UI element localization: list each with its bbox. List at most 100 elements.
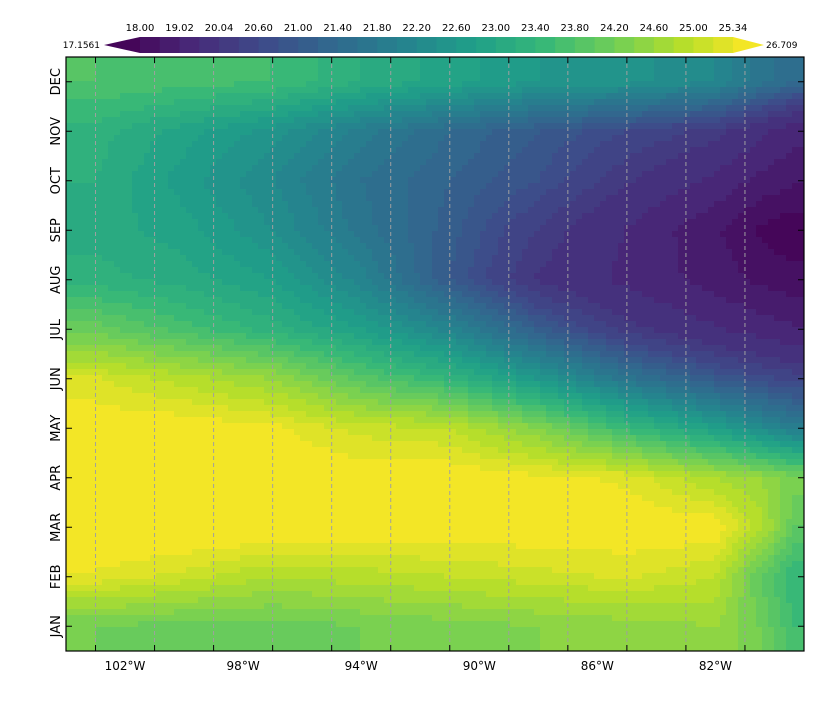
heatmap-cell [636,75,643,82]
heatmap-cell [522,171,529,178]
heatmap-cell [510,249,517,256]
heatmap-cell [606,237,613,244]
heatmap-cell [612,171,619,178]
heatmap-cell [654,171,661,178]
heatmap-cell [744,291,751,298]
heatmap-cell [768,123,775,130]
heatmap-cell [582,285,589,292]
heatmap-cell [72,123,79,130]
heatmap-cell [456,291,463,298]
heatmap-cell [414,117,421,124]
heatmap-cell [276,117,283,124]
heatmap-cell [72,57,79,64]
heatmap-cell [180,171,187,178]
heatmap-cell [444,165,451,172]
heatmap-cell [636,81,643,88]
heatmap-cell [600,117,607,124]
heatmap-cell [150,279,157,286]
heatmap-cell [486,243,493,250]
heatmap-cell [108,219,115,226]
heatmap-cell [276,207,283,214]
heatmap-cell [462,165,469,172]
heatmap-cell [642,273,649,280]
heatmap-cell [288,219,295,226]
heatmap-cell [594,129,601,136]
heatmap-cell [384,123,391,130]
heatmap-cell [144,165,151,172]
heatmap-cell [690,171,697,178]
heatmap-cell [618,141,625,148]
heatmap-cell [696,123,703,130]
heatmap-cell [318,273,325,280]
heatmap-cell [294,75,301,82]
heatmap-cell [600,213,607,220]
heatmap-cell [630,249,637,256]
heatmap-cell [216,111,223,118]
heatmap-cell [330,105,337,112]
heatmap-cell [438,213,445,220]
heatmap-cell [498,177,505,184]
heatmap-cell [432,177,439,184]
heatmap-cell [696,201,703,208]
heatmap-cell [588,57,595,64]
heatmap-cell [180,81,187,88]
heatmap-cell [600,153,607,160]
heatmap-cell [156,69,163,76]
heatmap-cell [294,93,301,100]
heatmap-cell [240,75,247,82]
heatmap-cell [138,225,145,232]
heatmap-cell [648,135,655,142]
heatmap-cell [510,87,517,94]
heatmap-cell [168,105,175,112]
heatmap-cell [750,135,757,142]
colorbar-tick-label: 20.04 [205,23,234,34]
heatmap-cell [738,57,745,64]
heatmap-cell [732,279,739,286]
heatmap-cell [324,195,331,202]
heatmap-cell [672,87,679,94]
heatmap-cell [552,219,559,226]
heatmap-cell [738,177,745,184]
heatmap-cell [600,249,607,256]
heatmap-cell [78,171,85,178]
heatmap-cell [138,273,145,280]
heatmap-cell [792,93,799,100]
heatmap-cell [654,117,661,124]
heatmap-cell [792,75,799,82]
heatmap-cell [462,81,469,88]
heatmap-cell [390,249,397,256]
heatmap-cell [330,177,337,184]
heatmap-cell [84,249,91,256]
heatmap-cell [576,183,583,190]
heatmap-cell [456,111,463,118]
heatmap-cell [222,195,229,202]
heatmap-cell [318,57,325,64]
heatmap-cell [450,75,457,82]
heatmap-cell [186,171,193,178]
heatmap-cell [540,105,547,112]
heatmap-cell [708,183,715,190]
heatmap-cell [294,243,301,250]
heatmap-cell [552,99,559,106]
heatmap-cell [198,189,205,196]
heatmap-cell [108,267,115,274]
heatmap-cell [582,189,589,196]
heatmap-cell [102,255,109,262]
heatmap-cell [114,117,121,124]
heatmap-cell [294,141,301,148]
heatmap-cell [492,135,499,142]
heatmap-cell [702,99,709,106]
heatmap-cell [204,141,211,148]
heatmap-cell [402,105,409,112]
heatmap-cell [702,261,709,268]
heatmap-cell [780,201,787,208]
heatmap-cell [678,123,685,130]
heatmap-cell [732,207,739,214]
heatmap-cell [786,231,793,238]
heatmap-cell [414,99,421,106]
heatmap-cell [246,81,253,88]
heatmap-cell [468,261,475,268]
heatmap-cell [306,183,313,190]
heatmap-cell [360,231,367,238]
heatmap-cell [408,231,415,238]
